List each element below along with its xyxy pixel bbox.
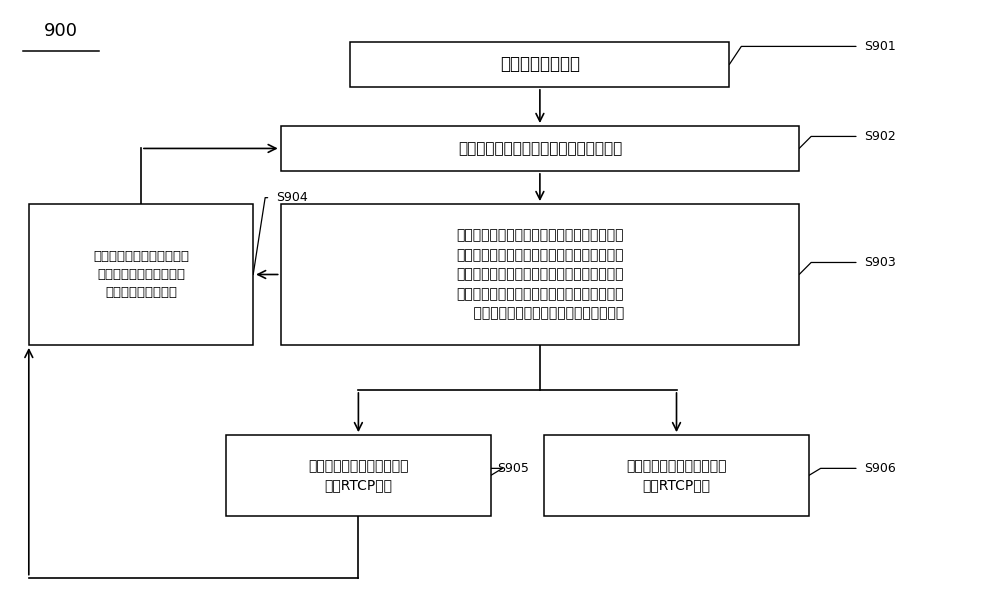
Bar	[226, 435, 491, 516]
Text: 建立视频会议呼叫: 建立视频会议呼叫	[500, 55, 580, 74]
Text: S903: S903	[864, 256, 896, 269]
Text: 对于基于时间的反馈，发送
复合RTCP分组: 对于基于时间的反馈，发送 复合RTCP分组	[308, 459, 409, 492]
Text: 针对视频会议呼叫，设置基于事件的阈值: 针对视频会议呼叫，设置基于事件的阈值	[458, 141, 622, 156]
Text: S905: S905	[497, 462, 529, 475]
Bar	[350, 42, 729, 87]
Text: S904: S904	[276, 191, 307, 204]
Text: 900: 900	[44, 22, 78, 40]
Text: 根据基于事件的阈值，确定是否已触发基于事
件的反馈，以及从触发基于事件的反馈开始逝
去的时间量是否小于预定的时间量；当确定出
从触发基于事件的反馈开始逝去的时间: 根据基于事件的阈值，确定是否已触发基于事 件的反馈，以及从触发基于事件的反馈开始…	[456, 229, 624, 320]
Bar	[544, 435, 809, 516]
Text: 对于基于事件的反馈，发送
最小RTCP分组: 对于基于事件的反馈，发送 最小RTCP分组	[626, 459, 727, 492]
Text: S901: S901	[864, 40, 896, 53]
Bar	[281, 204, 799, 345]
Text: S906: S906	[864, 462, 896, 475]
Bar	[29, 204, 253, 345]
Bar	[281, 126, 799, 171]
Text: S902: S902	[864, 130, 896, 143]
Text: 确定是否存在用户输入或更
新容限信息的其它输入；
确定是否更新定时器: 确定是否存在用户输入或更 新容限信息的其它输入； 确定是否更新定时器	[93, 250, 189, 299]
